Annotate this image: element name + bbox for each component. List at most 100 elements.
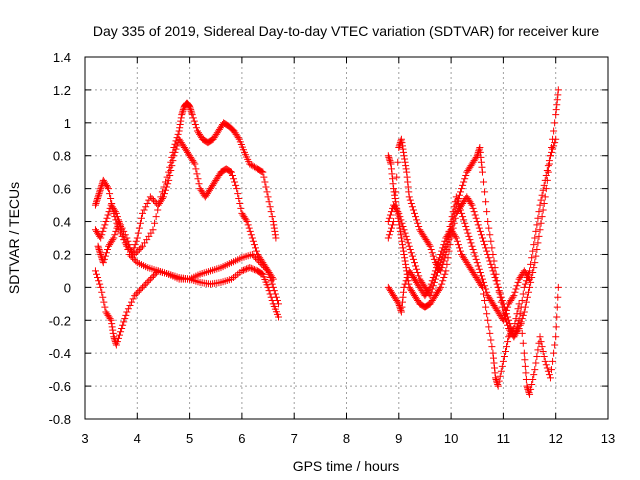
data-point [260,173,268,181]
y-tick-label: 0 [64,280,71,295]
data-point [392,188,400,196]
data-point [191,120,199,128]
data-point [405,242,413,250]
data-point [394,208,402,216]
x-tick-label: 13 [601,431,615,446]
data-point [465,232,473,240]
data-point [399,222,407,230]
data-point [525,389,533,397]
data-point [480,290,488,298]
data-point [542,361,550,369]
data-point [194,175,202,183]
data-point [100,298,108,306]
data-point [477,153,485,161]
data-point [397,231,405,239]
data-point [492,376,500,384]
data-point [401,158,409,166]
data-point [523,293,531,301]
data-point [461,219,469,227]
data-point [92,199,100,207]
data-point [97,234,105,242]
data-point [478,234,486,242]
data-point [267,208,275,216]
data-point [436,285,444,293]
data-point [534,214,542,222]
data-point [548,148,556,156]
data-point [527,385,535,393]
data-point [253,247,261,255]
data-point [476,144,484,151]
data-point [480,178,488,186]
data-point [95,190,103,198]
data-point [397,137,405,145]
data-point [527,278,535,286]
data-point [483,208,491,216]
data-point [234,190,242,198]
data-point [151,219,159,227]
data-point [412,213,420,221]
data-point [112,209,120,217]
data-point [473,259,481,267]
data-point [396,305,404,313]
data-point [495,288,503,296]
data-point [415,222,423,230]
data-point [243,218,251,226]
data-point [464,229,472,237]
data-point [435,265,443,273]
data-point [427,246,435,254]
data-point [255,257,263,265]
data-point [402,277,410,285]
data-point [165,176,173,184]
data-point [146,275,154,283]
data-point [250,241,258,249]
data-point [399,244,407,252]
data-point [399,293,407,301]
data-point [272,234,280,242]
data-point [142,203,150,211]
data-point [404,178,412,186]
data-point [500,313,508,321]
data-point [428,249,436,257]
data-point [190,158,198,166]
data-point [538,343,546,351]
data-point [492,270,500,278]
data-point [233,185,241,193]
data-point [414,219,422,227]
data-point [397,234,405,242]
data-point [457,188,465,196]
data-point [137,244,145,252]
data-point [124,246,132,254]
data-point [191,160,199,168]
data-point [241,266,249,274]
data-point [550,142,558,150]
data-point [401,257,409,265]
data-point [430,255,438,263]
data-point [187,106,195,114]
data-point [132,257,140,265]
data-point [408,203,416,211]
data-point [441,246,449,254]
data-point [504,338,512,346]
data-point [402,165,410,173]
data-point [188,109,196,117]
data-point [543,167,551,175]
x-tick-labels: 3 4 5 6 7 8 9 10 11 12 13 [81,431,615,446]
data-point [533,246,541,254]
data-point [503,318,511,326]
data-point [275,313,283,321]
data-point [266,203,274,211]
data-point [190,117,198,125]
data-point [139,209,147,217]
data-point [99,259,107,267]
data-point [457,247,465,255]
y-tick-label: -0.2 [49,313,71,328]
data-point [406,246,414,254]
data-point [391,191,399,199]
data-point [248,250,256,258]
data-point [550,127,558,135]
data-point [539,186,547,194]
data-point [553,96,561,104]
data-point [431,275,439,283]
data-point [140,282,148,290]
data-point [535,232,543,240]
